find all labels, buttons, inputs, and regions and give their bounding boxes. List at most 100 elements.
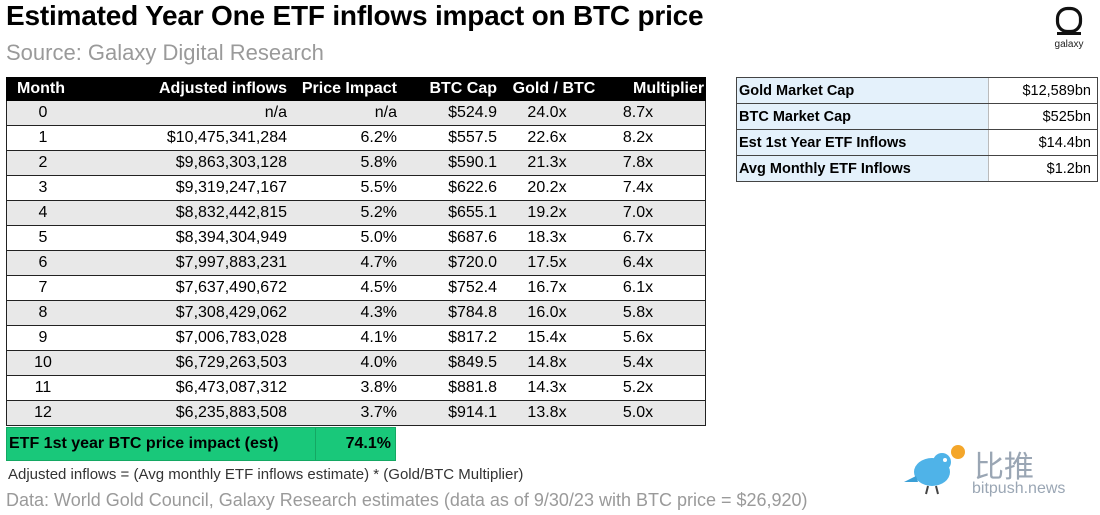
- table-row: 5 $8,394,304,949 5.0% $687.6 18.3x 6.7x: [6, 226, 706, 251]
- table-row: 7 $7,637,490,672 4.5% $752.4 16.7x 6.1x: [6, 276, 706, 301]
- table-cell: $557.5: [448, 129, 497, 146]
- table-row: 4 $8,832,442,815 5.2% $655.1 19.2x 7.0x: [6, 201, 706, 226]
- table-cell: 7.4x: [622, 179, 654, 196]
- table-cell: 5.8x: [622, 304, 654, 321]
- table-cell: 4.3%: [360, 304, 397, 321]
- table-cell: 4.7%: [360, 254, 397, 271]
- table-cell: 18.3x: [527, 229, 567, 246]
- table-cell: $655.1: [448, 204, 497, 221]
- header-cell: Multiplier: [633, 79, 705, 97]
- assumption-key: Gold Market Cap: [737, 78, 989, 103]
- table-cell: $752.4: [448, 279, 497, 296]
- header-cell: Adjusted inflows: [159, 79, 287, 97]
- assumption-value: $14.4bn: [1038, 134, 1091, 151]
- formula-note: Adjusted inflows = (Avg monthly ETF infl…: [8, 466, 524, 483]
- table-row: 3 $9,319,247,167 5.5% $622.6 20.2x 7.4x: [6, 176, 706, 201]
- table-cell: 8: [38, 304, 48, 321]
- table-cell: 17.5x: [527, 254, 567, 271]
- table-cell: $8,832,442,815: [175, 204, 287, 221]
- header-cell: Price Impact: [301, 79, 397, 97]
- table-cell: 16.0x: [527, 304, 567, 321]
- table-cell: $9,863,303,128: [175, 154, 287, 171]
- impact-label: ETF 1st year BTC price impact (est): [6, 427, 316, 461]
- table-cell: 2: [38, 154, 48, 171]
- table-cell: n/a: [374, 104, 397, 121]
- table-row: 1 $10,475,341,284 6.2% $557.5 22.6x 8.2x: [6, 126, 706, 151]
- table-cell: $622.6: [448, 179, 497, 196]
- table-cell: $10,475,341,284: [166, 129, 287, 146]
- table-cell: $6,235,883,508: [175, 404, 287, 421]
- table-cell: n/a: [264, 104, 287, 121]
- table-cell: 13.8x: [527, 404, 567, 421]
- table-cell: 9: [38, 329, 48, 346]
- data-source-note: Data: World Gold Council, Galaxy Researc…: [6, 490, 808, 510]
- table-cell: 5.0x: [622, 404, 654, 421]
- table-cell: 6.1x: [622, 279, 654, 296]
- header-cell: BTC Cap: [429, 79, 497, 97]
- table-cell: 10: [34, 354, 52, 371]
- table-row: 10 $6,729,263,503 4.0% $849.5 14.8x 5.4x: [6, 351, 706, 376]
- table-row: 8 $7,308,429,062 4.3% $784.8 16.0x 5.8x: [6, 301, 706, 326]
- table-cell: 16.7x: [527, 279, 567, 296]
- assumption-row: Est 1st Year ETF Inflows $14.4bn: [737, 130, 1097, 156]
- table-cell: 6.7x: [622, 229, 654, 246]
- table-cell: 11: [34, 379, 52, 396]
- galaxy-logo: galaxy: [1047, 6, 1091, 60]
- table-cell: 0: [38, 104, 48, 121]
- page-subtitle: Source: Galaxy Digital Research: [6, 40, 324, 65]
- table-cell: 5.8%: [360, 154, 397, 171]
- watermark-cn: 比推: [974, 450, 1034, 485]
- table-cell: $7,637,490,672: [175, 279, 287, 296]
- table-cell: 19.2x: [527, 204, 567, 221]
- table-cell: $6,473,087,312: [175, 379, 287, 396]
- table-cell: $914.1: [448, 404, 497, 421]
- table-cell: $817.2: [448, 329, 497, 346]
- table-cell: 22.6x: [527, 129, 567, 146]
- table-cell: 4.5%: [360, 279, 397, 296]
- table-cell: 20.2x: [527, 179, 567, 196]
- assumption-row: Avg Monthly ETF Inflows $1.2bn: [737, 156, 1097, 181]
- table-row: 2 $9,863,303,128 5.8% $590.1 21.3x 7.8x: [6, 151, 706, 176]
- table-cell: 14.8x: [527, 354, 567, 371]
- table-cell: $524.9: [448, 104, 497, 121]
- table-cell: 1: [38, 129, 48, 146]
- table-cell: 5: [38, 229, 48, 246]
- table-cell: $687.6: [448, 229, 497, 246]
- inflows-table: Month Adjusted inflows Price Impact BTC …: [6, 77, 706, 426]
- table-cell: 5.4x: [622, 354, 654, 371]
- table-cell: 6.2%: [360, 129, 397, 146]
- table-cell: 5.2x: [622, 379, 654, 396]
- table-row: 0 n/a n/a $524.9 24.0x 8.7x: [6, 101, 706, 126]
- table-cell: $9,319,247,167: [175, 179, 287, 196]
- table-row: 11 $6,473,087,312 3.8% $881.8 14.3x 5.2x: [6, 376, 706, 401]
- table-header-row: Month Adjusted inflows Price Impact BTC …: [6, 77, 706, 101]
- bird-icon: [904, 445, 965, 495]
- assumption-key: Avg Monthly ETF Inflows: [737, 156, 989, 181]
- header-cell: Gold / BTC: [512, 79, 596, 97]
- table-row: 9 $7,006,783,028 4.1% $817.2 15.4x 5.6x: [6, 326, 706, 351]
- watermark-en: bitpush.news: [972, 480, 1066, 497]
- assumption-key: BTC Market Cap: [737, 104, 989, 129]
- table-cell: 24.0x: [527, 104, 567, 121]
- table-cell: 4.0%: [360, 354, 397, 371]
- page-title: Estimated Year One ETF inflows impact on…: [6, 0, 704, 31]
- table-cell: $784.8: [448, 304, 497, 321]
- table-cell: 3.7%: [360, 404, 397, 421]
- table-cell: 14.3x: [527, 379, 567, 396]
- table-cell: 4: [38, 204, 48, 221]
- table-cell: 5.6x: [622, 329, 654, 346]
- assumptions-table: Gold Market Cap $12,589bn BTC Market Cap…: [736, 77, 1098, 182]
- table-cell: 4.1%: [360, 329, 397, 346]
- assumption-row: BTC Market Cap $525bn: [737, 104, 1097, 130]
- table-cell: 15.4x: [527, 329, 567, 346]
- table-row: 6 $7,997,883,231 4.7% $720.0 17.5x 6.4x: [6, 251, 706, 276]
- table-cell: 5.0%: [360, 229, 397, 246]
- table-cell: 8.2x: [622, 129, 654, 146]
- table-cell: $881.8: [448, 379, 497, 396]
- table-cell: 7: [38, 279, 48, 296]
- table-cell: $7,997,883,231: [175, 254, 287, 271]
- table-cell: 6.4x: [622, 254, 654, 271]
- assumption-value: $12,589bn: [1022, 82, 1091, 99]
- table-cell: $720.0: [448, 254, 497, 271]
- table-cell: 3: [38, 179, 48, 196]
